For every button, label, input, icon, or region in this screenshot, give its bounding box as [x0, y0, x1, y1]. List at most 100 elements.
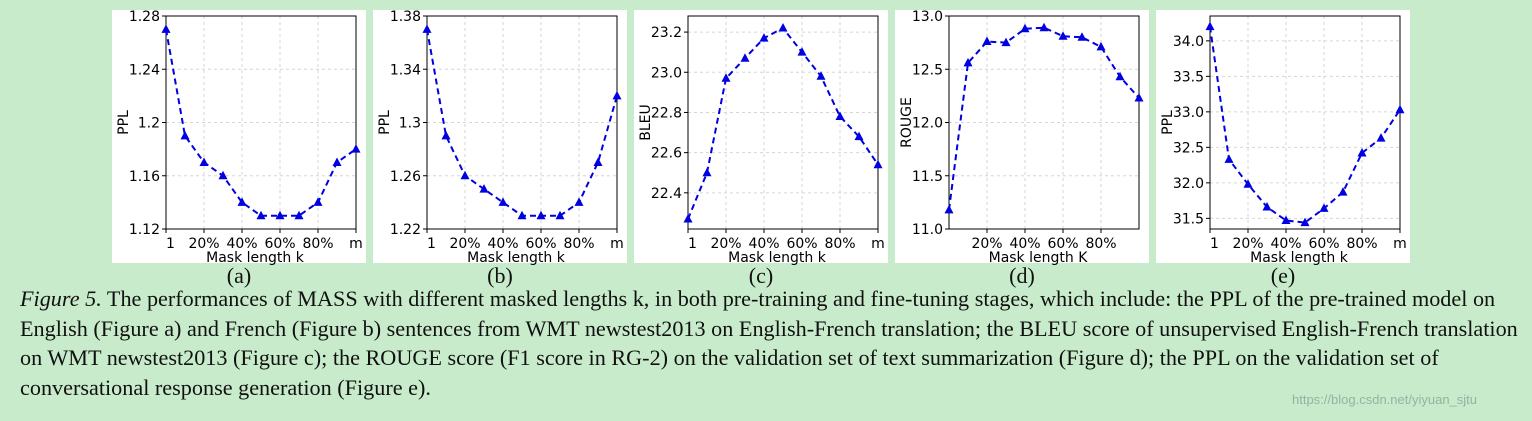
y-axis-label: BLEU: [638, 104, 654, 141]
y-tick-label: 1.3: [399, 116, 421, 132]
data-point: [441, 130, 451, 140]
x-tick-label: 20%: [188, 236, 219, 252]
y-tick-label: 33.0: [1173, 105, 1204, 121]
data-point: [1224, 154, 1234, 163]
x-tick-label: 40%: [487, 236, 518, 252]
x-axis-label: Mask length k: [728, 250, 827, 266]
panel-label: (d): [1009, 263, 1035, 288]
y-tick-label: 1.24: [129, 62, 160, 78]
y-tick-label: 12.0: [912, 116, 943, 132]
series-line: [426, 29, 618, 217]
y-tick-label: 23.2: [651, 25, 682, 41]
data-point: [1039, 22, 1049, 32]
x-tick-label: m: [349, 236, 363, 252]
x-tick-label: 20%: [1232, 236, 1263, 252]
data-point: [256, 210, 266, 220]
chart-svg: 11.0 11.5 12.0 12.5 13.0 20% 40% 60% 80%Mask len…: [899, 9, 1144, 266]
data-point: [759, 33, 769, 42]
data-point: [1376, 133, 1386, 142]
y-tick-label: 11.0: [912, 222, 943, 238]
y-tick-label: 22.6: [651, 146, 682, 162]
data-point: [721, 73, 731, 82]
panel-label: (c): [748, 263, 774, 288]
data-point: [1058, 31, 1068, 40]
data-point: [1300, 217, 1310, 227]
x-axis-label: Mask length k: [467, 250, 566, 266]
y-tick-label: 1.34: [390, 62, 421, 78]
x-tick-label: 60%: [1308, 236, 1339, 252]
x-tick-label: 40%: [1270, 236, 1301, 252]
data-point: [1243, 179, 1253, 188]
series-line: [948, 26, 1140, 210]
y-tick-label: 22.4: [651, 186, 682, 202]
chart-panel-b: 1.22 1.26 1.3 1.34 1.38 1 20% 40% 60% 80% m Mask le…: [373, 9, 627, 266]
y-tick-label: 23.0: [651, 65, 682, 81]
data-point: [612, 90, 622, 100]
y-axis-label: PPL: [116, 110, 132, 135]
panel-label: (b): [487, 263, 513, 288]
data-point: [702, 167, 712, 177]
panel-label: (e): [1270, 263, 1296, 288]
data-point: [593, 157, 603, 166]
data-point: [555, 210, 565, 220]
x-tick-label: 20%: [449, 236, 480, 252]
x-tick-label: m: [871, 236, 885, 252]
y-axis-label: ROUGE: [899, 97, 915, 148]
y-tick-label: 1.2: [138, 116, 160, 132]
data-point: [498, 197, 508, 206]
x-tick-label: 20%: [971, 236, 1002, 252]
y-tick-label: 1.38: [390, 9, 421, 25]
y-tick-label: 12.5: [912, 62, 943, 78]
axes-frame: [687, 15, 879, 230]
x-tick-label: 60%: [525, 236, 556, 252]
y-tick-label: 11.5: [912, 169, 943, 185]
x-tick-label: 40%: [1009, 236, 1040, 252]
y-tick-label: 1.22: [390, 222, 421, 238]
x-axis-label: Mask length K: [989, 250, 1089, 266]
axes-frame: [948, 15, 1140, 230]
data-point: [683, 213, 693, 223]
x-tick-label: m: [610, 236, 624, 252]
chart-svg: 22.4 22.6 22.8 23.0 23.2 1 20% 40% 60% 80% m Mask l…: [638, 15, 885, 266]
data-point: [1134, 93, 1144, 102]
y-tick-label: 1.12: [129, 222, 160, 238]
data-point: [1357, 148, 1367, 157]
data-point: [944, 204, 954, 214]
x-tick-label: 60%: [1047, 236, 1078, 252]
y-tick-label: 32.0: [1173, 176, 1204, 192]
chart-panel-e: 31.5 32.0 32.5 33.0 33.5 34.0 1 20% 40% 60% 80% m Ma…: [1156, 10, 1410, 266]
data-point: [873, 159, 883, 169]
chart-panel-d: 11.0 11.5 12.0 12.5 13.0 20% 40% 60% 80% Mask len…: [895, 9, 1149, 266]
chart-panel-c: 22.4 22.6 22.8 23.0 23.2 1 20% 40% 60% 80% m Mask l…: [634, 10, 888, 266]
data-point: [536, 210, 546, 220]
data-point: [479, 184, 489, 193]
data-point: [982, 36, 992, 46]
x-tick-label: 40%: [226, 236, 257, 252]
x-tick-label: 1: [1210, 236, 1219, 252]
data-point: [422, 24, 432, 33]
caption-label: Figure 5.: [20, 286, 102, 311]
x-tick-label: 80%: [824, 236, 855, 252]
x-tick-label: 80%: [563, 236, 594, 252]
data-point: [963, 57, 973, 67]
data-point: [517, 210, 527, 220]
y-tick-label: 13.0: [912, 9, 943, 25]
x-tick-label: 1: [166, 236, 175, 252]
data-point: [294, 210, 304, 220]
caption-text: The performances of MASS with different …: [20, 286, 1518, 400]
data-point: [199, 157, 209, 166]
data-point: [574, 197, 584, 206]
y-tick-label: 1.16: [129, 169, 160, 185]
data-point: [1281, 215, 1291, 224]
data-point: [1096, 41, 1106, 51]
axes-frame: [1209, 15, 1401, 230]
data-point: [1395, 104, 1405, 114]
y-tick-label: 22.8: [651, 105, 682, 121]
y-axis-label: PPL: [377, 110, 393, 135]
panel-label: (a): [226, 263, 252, 288]
data-point: [1319, 203, 1329, 212]
x-tick-label: 20%: [710, 236, 741, 252]
x-tick-label: 80%: [1085, 236, 1116, 252]
y-tick-label: 33.5: [1173, 69, 1204, 85]
y-tick-label: 1.26: [390, 169, 421, 185]
